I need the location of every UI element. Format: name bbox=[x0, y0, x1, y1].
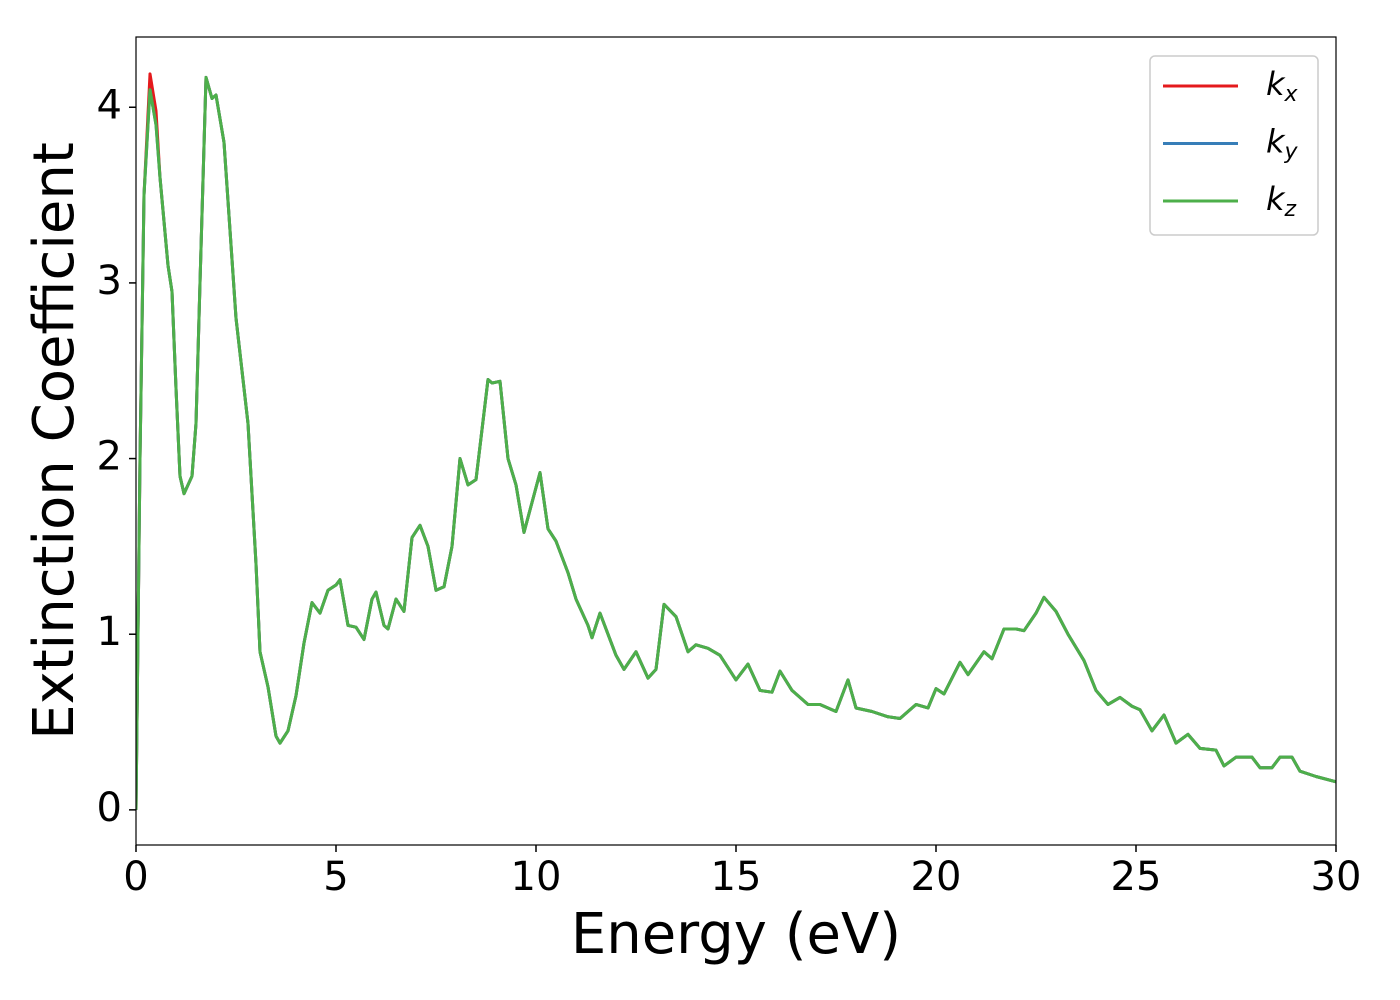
legend-label: kz bbox=[1266, 180, 1297, 222]
legend-label: ky bbox=[1266, 123, 1299, 165]
y-tick-label: 0 bbox=[97, 785, 122, 831]
x-tick-label: 30 bbox=[1311, 854, 1362, 900]
x-tick-label: 0 bbox=[123, 854, 148, 900]
x-tick-label: 5 bbox=[323, 854, 348, 900]
y-axis-label: Extinction Coefficient bbox=[22, 142, 87, 740]
y-tick-label: 2 bbox=[97, 434, 122, 480]
y-tick-label: 1 bbox=[97, 609, 122, 655]
y-tick-label: 3 bbox=[97, 258, 122, 304]
x-axis-label: Energy (eV) bbox=[571, 902, 901, 967]
x-tick-label: 20 bbox=[911, 854, 962, 900]
x-tick-label: 10 bbox=[511, 854, 562, 900]
line-series bbox=[136, 75, 1336, 810]
y-tick-label: 4 bbox=[97, 82, 122, 128]
legend-label: kx bbox=[1266, 65, 1299, 107]
legend-box bbox=[1149, 55, 1319, 236]
plot-frame bbox=[135, 36, 1337, 846]
x-tick-label: 25 bbox=[1111, 854, 1162, 900]
x-tick-label: 15 bbox=[711, 854, 762, 900]
